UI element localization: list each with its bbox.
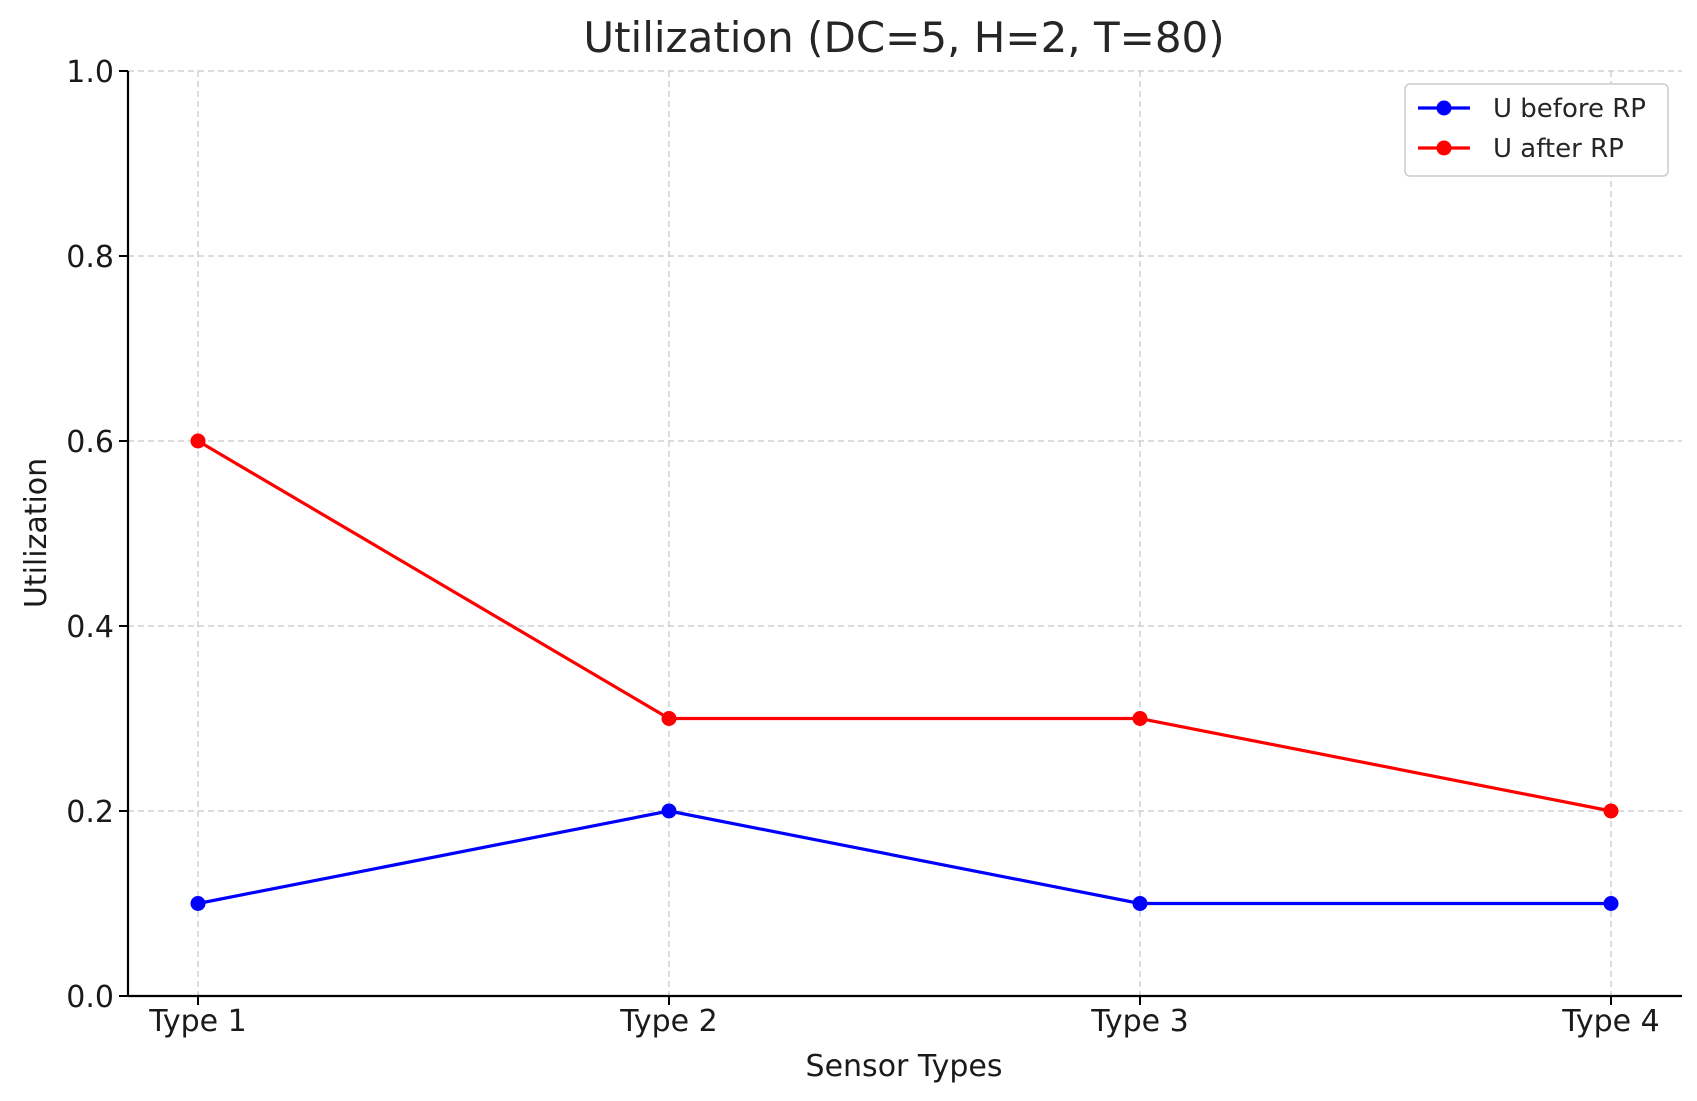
x-axis-label: Sensor Types [806, 1049, 1003, 1084]
series-line [197, 439, 1612, 813]
x-tick-label: Type 4 [1561, 1004, 1660, 1039]
data-point [1132, 896, 1148, 911]
legend-marker [1436, 100, 1452, 116]
y-tick-label: 0.8 [66, 240, 114, 275]
y-tick-label: 0.0 [66, 980, 114, 1015]
x-tick-label: Type 1 [148, 1004, 247, 1039]
gridlines [128, 70, 1682, 996]
axes [126, 71, 1682, 998]
series-2 [190, 433, 1619, 819]
legend-label: U after RP [1493, 134, 1624, 164]
data-point [661, 711, 677, 726]
data-point [1603, 803, 1619, 819]
series [190, 433, 1619, 911]
y-tick-label: 0.2 [66, 795, 114, 830]
x-tick-label: Type 3 [1090, 1004, 1189, 1039]
series-line [197, 809, 1611, 906]
y-tick-label: 0.4 [66, 610, 114, 645]
legend-box [1404, 83, 1669, 177]
y-tick-label: 1.0 [66, 55, 114, 90]
legend-label: U before RP [1493, 94, 1646, 124]
y-axis-label: Utilization [19, 458, 54, 608]
tick-labels: 0.0 0.2 0.4 0.6 0.8 1.0 Type 1 Type 2 Type 3 Type… [66, 55, 1659, 1039]
x-tick-label: Type 2 [619, 1004, 718, 1039]
y-tick-label: 0.6 [66, 425, 114, 460]
data-point [661, 803, 677, 819]
data-point [1132, 711, 1148, 726]
series-1 [190, 803, 1619, 911]
legend: U before RP U after RP [1404, 83, 1669, 177]
data-point [190, 896, 206, 911]
data-point [190, 433, 206, 449]
data-point [1603, 896, 1619, 911]
legend-marker [1436, 140, 1452, 156]
chart-title: Utilization (DC=5, H=2, T=80) [583, 13, 1224, 62]
